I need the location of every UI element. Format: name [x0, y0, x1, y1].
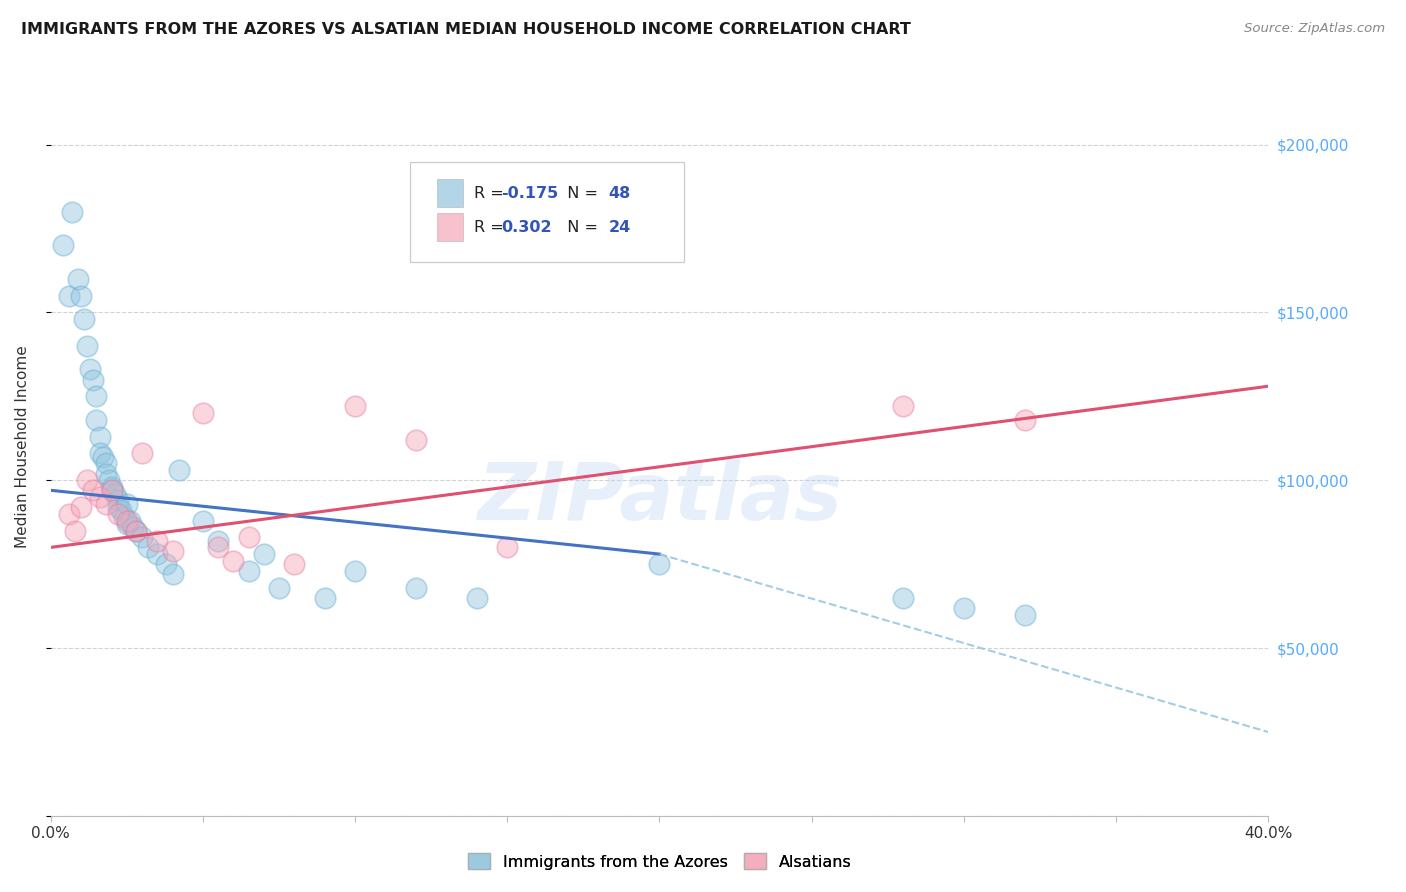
- Point: [100, 480, 122, 494]
- Point: [122, 520, 145, 534]
- Point: [648, 557, 671, 571]
- Bar: [437, 213, 464, 242]
- Point: [89, 446, 111, 460]
- Point: [115, 497, 138, 511]
- Point: [73, 312, 96, 326]
- Point: [136, 541, 159, 555]
- Point: [1014, 413, 1036, 427]
- Point: [191, 514, 214, 528]
- Point: [465, 591, 488, 605]
- Point: [82, 483, 104, 498]
- Point: [70, 288, 93, 302]
- Point: [94, 497, 117, 511]
- Text: 48: 48: [609, 186, 631, 201]
- Legend: Immigrants from the Azores, Alsatians: Immigrants from the Azores, Alsatians: [463, 848, 856, 874]
- Point: [253, 547, 276, 561]
- Point: [496, 541, 519, 555]
- Point: [125, 524, 148, 538]
- Point: [405, 433, 427, 447]
- Point: [100, 483, 122, 498]
- Point: [94, 457, 117, 471]
- Point: [405, 581, 427, 595]
- Point: [86, 389, 108, 403]
- Point: [162, 567, 184, 582]
- Point: [70, 500, 93, 514]
- Point: [67, 272, 90, 286]
- Point: [267, 581, 290, 595]
- Bar: [437, 179, 464, 208]
- Point: [115, 516, 138, 531]
- Point: [82, 372, 104, 386]
- Point: [891, 400, 914, 414]
- Text: 24: 24: [609, 219, 631, 235]
- Text: IMMIGRANTS FROM THE AZORES VS ALSATIAN MEDIAN HOUSEHOLD INCOME CORRELATION CHART: IMMIGRANTS FROM THE AZORES VS ALSATIAN M…: [21, 22, 911, 37]
- Point: [115, 514, 138, 528]
- Point: [76, 473, 98, 487]
- Point: [891, 591, 914, 605]
- Point: [131, 446, 153, 460]
- Point: [314, 591, 336, 605]
- Point: [238, 530, 260, 544]
- Y-axis label: Median Household Income: Median Household Income: [15, 345, 30, 548]
- Point: [89, 490, 111, 504]
- Point: [100, 483, 122, 498]
- Point: [112, 510, 135, 524]
- Point: [155, 557, 177, 571]
- Point: [107, 507, 129, 521]
- Point: [58, 288, 80, 302]
- Text: -0.175: -0.175: [501, 186, 558, 201]
- Point: [94, 467, 117, 481]
- Point: [222, 554, 245, 568]
- Text: ZIPatlas: ZIPatlas: [477, 459, 842, 537]
- Text: N =: N =: [557, 219, 603, 235]
- Point: [162, 543, 184, 558]
- Point: [125, 524, 148, 538]
- Point: [86, 413, 108, 427]
- Point: [52, 238, 75, 252]
- FancyBboxPatch shape: [411, 162, 683, 262]
- Point: [91, 450, 114, 464]
- Point: [97, 473, 120, 487]
- Point: [146, 547, 169, 561]
- Point: [58, 507, 80, 521]
- Point: [1014, 607, 1036, 622]
- Point: [104, 486, 127, 500]
- Text: 0.302: 0.302: [501, 219, 551, 235]
- Point: [131, 530, 153, 544]
- Text: N =: N =: [557, 186, 603, 201]
- Point: [118, 514, 141, 528]
- Text: R =: R =: [474, 219, 509, 235]
- Point: [283, 557, 305, 571]
- Point: [344, 400, 367, 414]
- Point: [110, 503, 132, 517]
- Point: [146, 533, 169, 548]
- Point: [952, 600, 974, 615]
- Point: [76, 339, 98, 353]
- Point: [207, 533, 229, 548]
- Point: [238, 564, 260, 578]
- Point: [107, 493, 129, 508]
- Point: [60, 204, 83, 219]
- Point: [89, 429, 111, 443]
- Point: [207, 541, 229, 555]
- Point: [63, 524, 86, 538]
- Point: [344, 564, 367, 578]
- Text: Source: ZipAtlas.com: Source: ZipAtlas.com: [1244, 22, 1385, 36]
- Point: [191, 406, 214, 420]
- Point: [107, 500, 129, 514]
- Text: R =: R =: [474, 186, 509, 201]
- Point: [79, 362, 101, 376]
- Point: [167, 463, 190, 477]
